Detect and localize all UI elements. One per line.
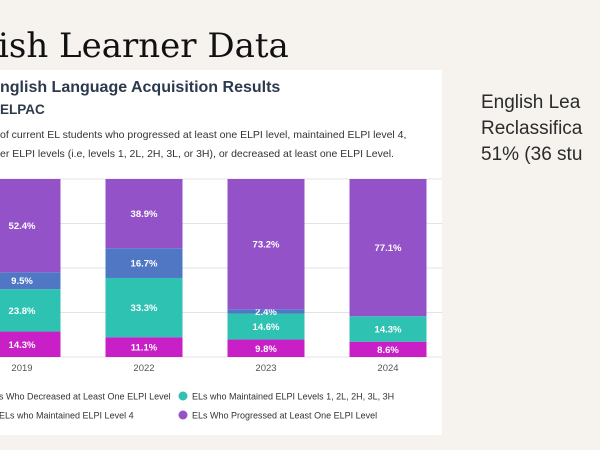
bar-segment-maintained_1_3h-2022 <box>105 277 183 338</box>
bar-segment-maintained_4-2019 <box>0 272 61 290</box>
legend-marker <box>178 391 188 401</box>
x-tick-label: 2019 <box>11 363 32 374</box>
card-title: nglish Language Acquisition Results <box>0 79 281 96</box>
right-text-line: English Lea <box>481 92 581 113</box>
bar-segment-progressed-2022 <box>105 179 183 249</box>
data-label: 73.2% <box>253 240 280 251</box>
bar-segment-progressed-2024 <box>349 179 427 317</box>
chart-card: nglish Language Acquisition Results ELPA… <box>0 70 442 435</box>
data-label: 77.1% <box>375 243 402 254</box>
bar-segment-maintained_4-2023 <box>227 309 305 314</box>
data-label: 8.6% <box>377 345 399 356</box>
bar-segment-decreased-2024 <box>349 341 427 357</box>
bar-segment-maintained_1_3h-2024 <box>349 316 427 342</box>
data-label: 9.5% <box>11 276 33 287</box>
x-tick-label: 2024 <box>377 363 398 374</box>
bar-segment-maintained_4-2022 <box>105 248 183 278</box>
data-label: 23.8% <box>9 306 36 317</box>
data-label: 14.3% <box>9 340 36 351</box>
data-label: 11.1% <box>131 343 158 354</box>
card-description-line: er ELPI levels (i.e, levels 1, 2L, 2H, 3… <box>0 148 394 160</box>
legend-label: s Who Decreased at Least One ELPI Level <box>0 392 171 402</box>
data-label: 16.7% <box>131 259 158 270</box>
bar-segment-decreased-2023 <box>227 339 305 357</box>
right-text-line: 51% (36 stu <box>481 144 583 165</box>
legend-label: ELs Who Progressed at Least One ELPI Lev… <box>192 411 377 421</box>
card-description: of current EL students who progressed at… <box>0 126 440 164</box>
stacked-bar-chart: 14.3% 23.8% 9.5% 52.4% 2019 11.1% 33.3% 16.7% 38… <box>0 178 442 421</box>
data-label: 9.8% <box>255 344 277 355</box>
reclassification-text: English Lea Reclassifica 51% (36 stu <box>481 90 582 168</box>
x-tick-label: 2022 <box>133 363 154 374</box>
data-label: 14.6% <box>253 322 280 333</box>
bar-segment-progressed-2023 <box>227 179 305 310</box>
data-label: 14.3% <box>375 324 402 335</box>
legend-marker <box>178 410 188 420</box>
slide-title: ish Learner Data <box>0 26 289 66</box>
bar-segment-decreased-2019 <box>0 331 61 357</box>
card-description-line: of current EL students who progressed at… <box>0 129 407 141</box>
bar-segment-decreased-2022 <box>105 337 183 357</box>
right-text-line: Reclassifica <box>481 118 583 139</box>
card-subtitle: ELPAC <box>0 102 45 117</box>
x-tick-label: 2023 <box>255 363 276 374</box>
bar-segment-maintained_1_3h-2019 <box>0 289 61 332</box>
data-label: 52.4% <box>9 221 36 232</box>
data-label: 2.4% <box>255 307 277 318</box>
data-label: 38.9% <box>131 209 158 220</box>
bar-segment-progressed-2019 <box>0 179 61 273</box>
data-label: 33.3% <box>131 303 158 314</box>
legend-label: ELs who Maintained ELPI Levels 1, 2L, 2H… <box>192 392 394 402</box>
legend-label: ELs who Maintained ELPI Level 4 <box>0 411 134 421</box>
bar-segment-maintained_1_3h-2023 <box>227 313 305 340</box>
